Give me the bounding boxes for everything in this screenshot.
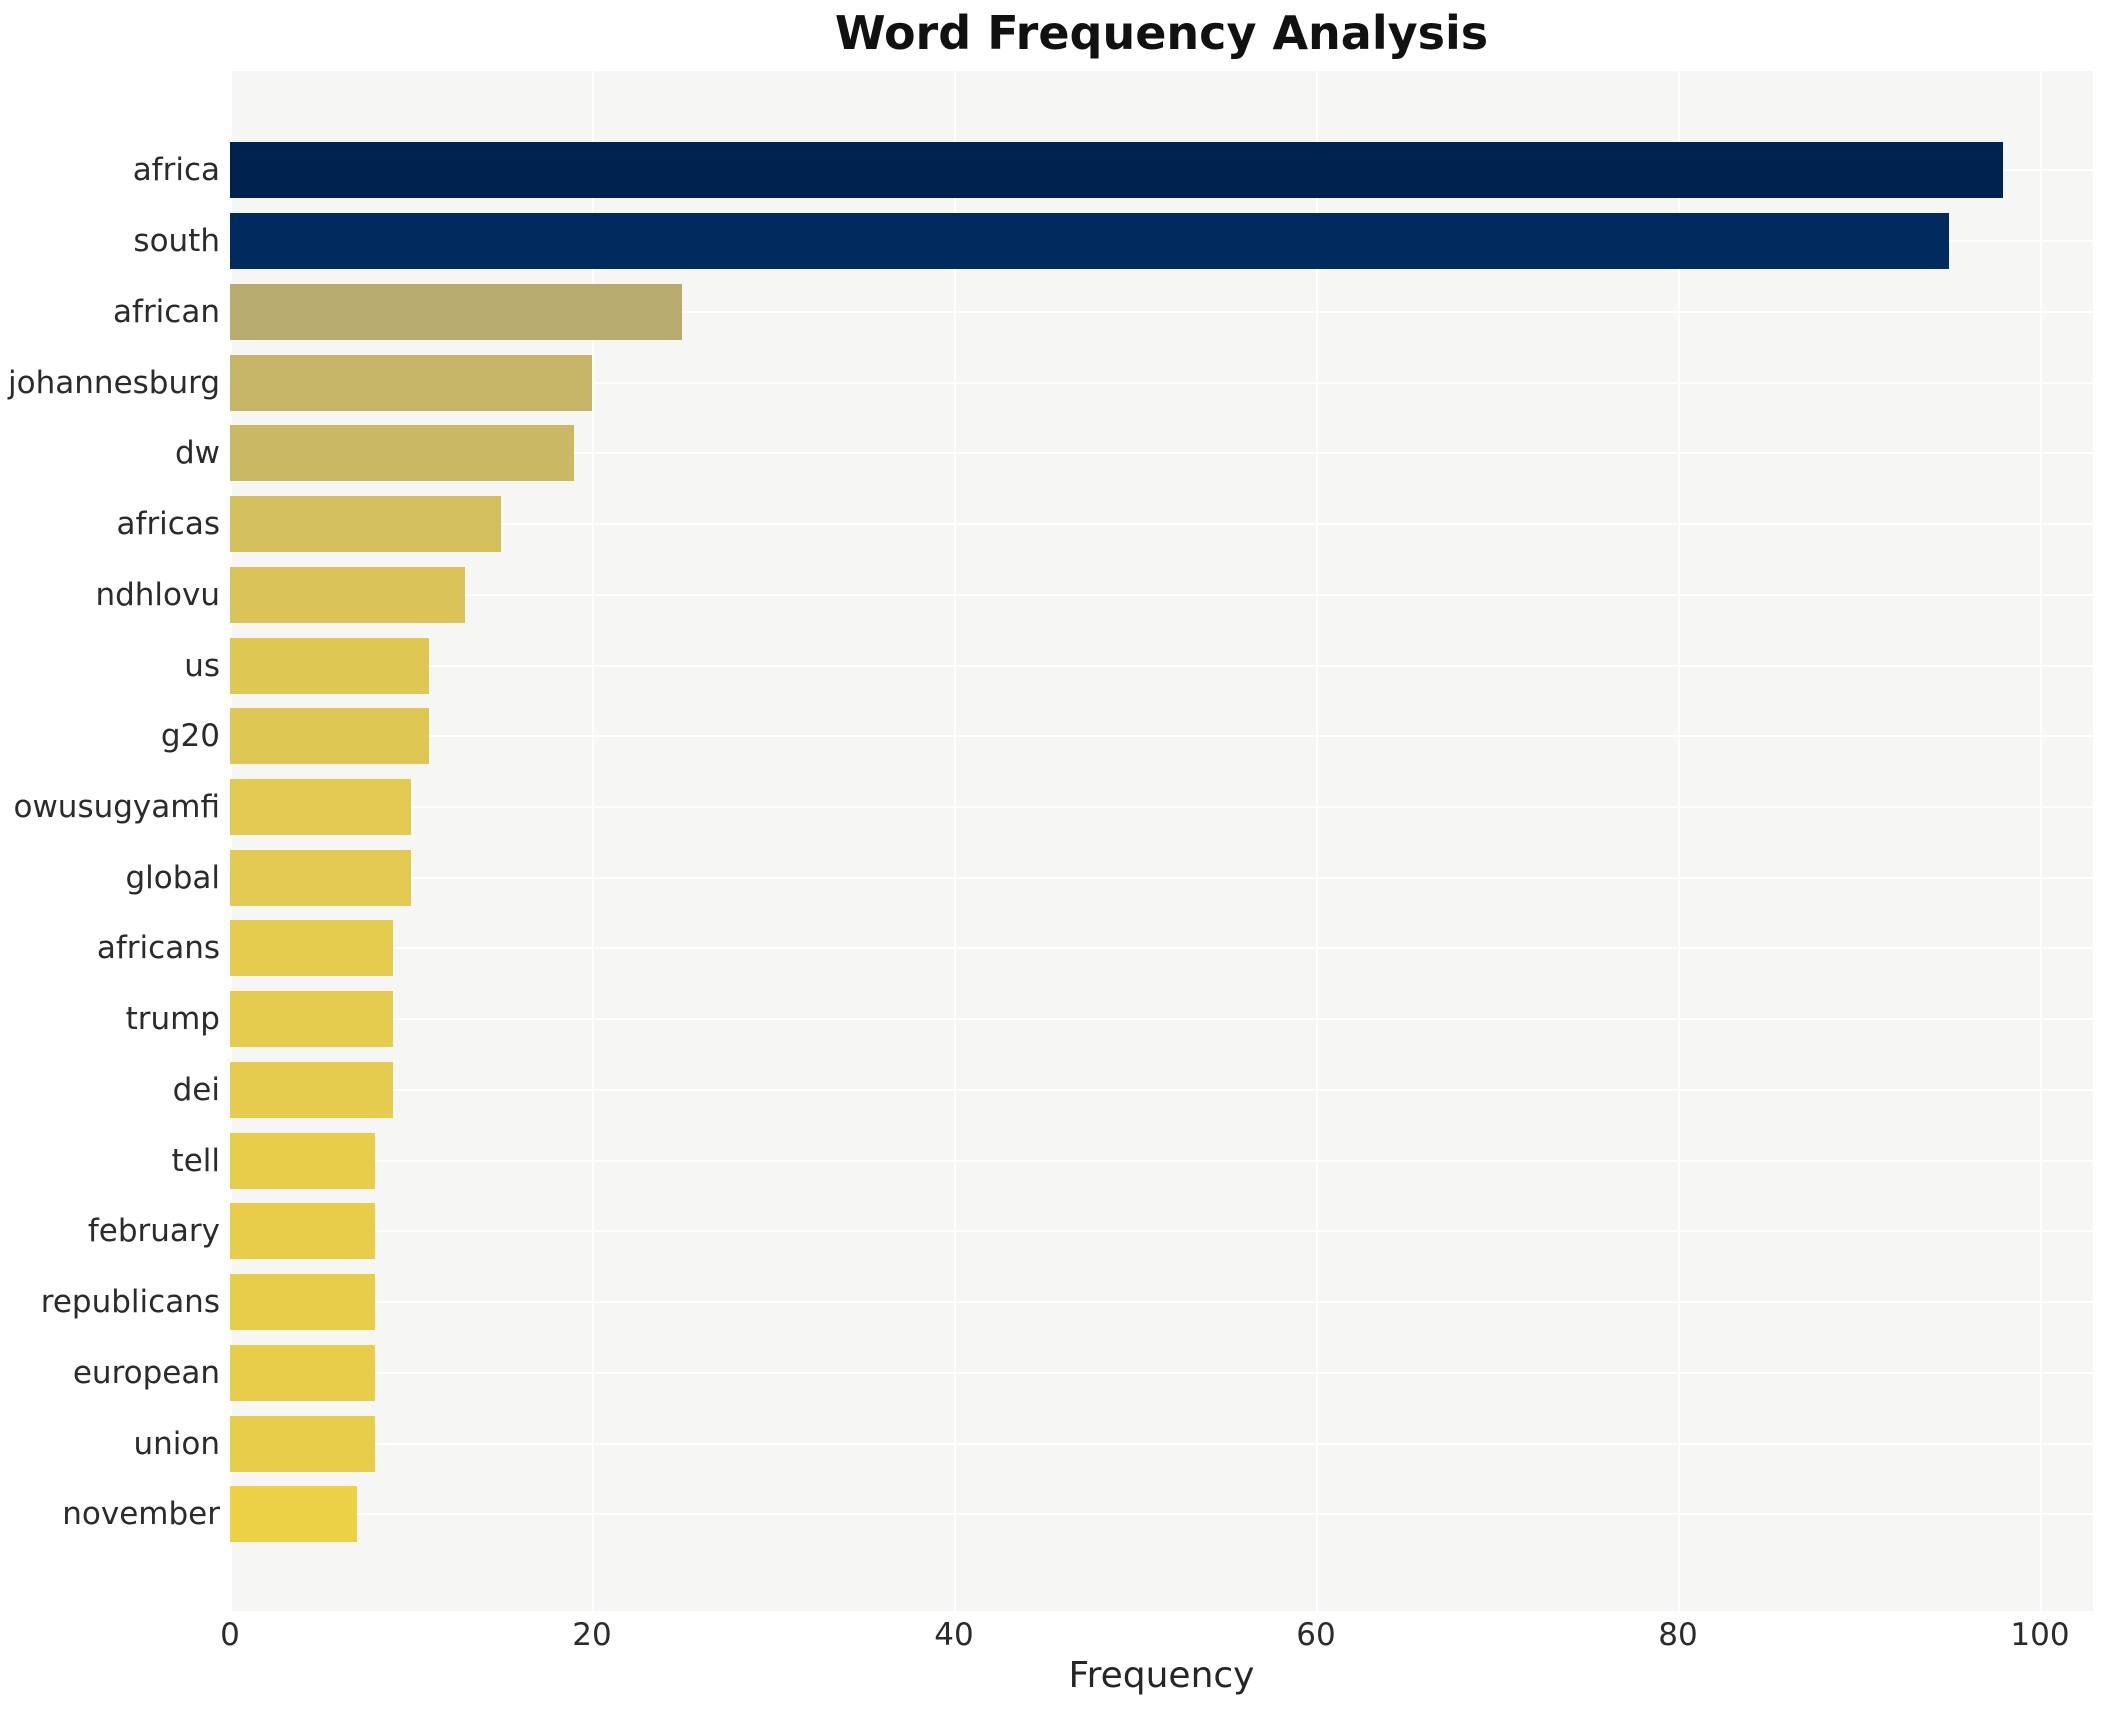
y-label-global: global [125,859,220,896]
gridline-x-20 [591,71,594,1611]
bar-us [230,637,430,694]
bar-row-africas [230,489,2093,560]
bar-rows [230,135,2093,1550]
bar-row-owusugyamfi [230,772,2093,843]
gridline-y [230,1301,2093,1304]
gridline-y [230,1018,2093,1021]
x-tick-0: 0 [220,1617,240,1653]
y-label-republicans: republicans [40,1284,220,1321]
x-axis-ticks: 0 20 40 60 80 100 [0,1617,2111,1657]
bar-row-european [230,1337,2093,1408]
gridline-y [230,805,2093,808]
y-label-trump: trump [125,1001,220,1038]
gridline-y [230,452,2093,455]
bar-africas [230,496,502,553]
gridline-y [230,523,2093,526]
x-tick-20: 20 [572,1617,612,1653]
bar-row-february [230,1196,2093,1267]
gridline-y [230,1230,2093,1233]
y-label-dw: dw [174,435,220,472]
bar-row-us [230,630,2093,701]
gridline-y [230,1513,2093,1516]
y-label-africans: africans [96,930,220,967]
bar-february [230,1203,375,1260]
x-tick-60: 60 [1296,1617,1336,1653]
y-label-us: us [184,647,220,684]
gridline-x-60 [1315,71,1318,1611]
bar-dei [230,1061,393,1118]
bar-european [230,1344,375,1401]
gridline-y [230,381,2093,384]
bar-row-union [230,1408,2093,1479]
bar-ndhlovu [230,566,466,623]
y-label-south: south [133,223,220,260]
bar-row-africa [230,135,2093,206]
bar-african [230,283,683,340]
y-label-tell: tell [171,1142,220,1179]
bar-row-trump [230,984,2093,1055]
bar-row-republicans [230,1267,2093,1338]
gridline-y [230,1442,2093,1445]
bar-africans [230,920,393,977]
y-label-february: february [87,1213,220,1250]
bar-dw [230,425,574,482]
y-label-union: union [133,1425,220,1462]
gridline-x-40 [953,71,956,1611]
bar-union [230,1415,375,1472]
chart-title: Word Frequency Analysis [834,6,1489,60]
bar-owusugyamfi [230,778,411,835]
bar-global [230,849,411,906]
bar-november [230,1486,357,1543]
bar-republicans [230,1274,375,1331]
gridline-x-100 [2039,71,2042,1611]
gridline-y [230,1088,2093,1091]
bar-row-global [230,842,2093,913]
gridline-y [230,1371,2093,1374]
gridline-y [230,947,2093,950]
y-label-g20: g20 [160,718,220,755]
bar-trump [230,991,393,1048]
plot-area [230,71,2093,1611]
y-label-november: november [62,1496,220,1533]
y-label-owusugyamfi: owusugyamfi [13,788,220,825]
x-axis-title: Frequency [1068,1655,1255,1696]
gridline-y [230,1159,2093,1162]
bar-g20 [230,708,430,765]
bar-row-dw [230,418,2093,489]
gridline-y [230,664,2093,667]
gridline-y [230,735,2093,738]
y-label-africa: africa [132,152,220,189]
y-label-european: european [72,1354,220,1391]
bar-row-dei [230,1055,2093,1126]
x-tick-100: 100 [2010,1617,2070,1653]
gridline-y [230,310,2093,313]
bar-row-johannesburg [230,347,2093,418]
gridline-x-0 [230,71,232,1611]
bar-tell [230,1132,375,1189]
y-axis-labels: africa south african johannesburg dw africas n… [0,135,230,1550]
bar-row-african [230,276,2093,347]
bar-row-november [230,1479,2093,1550]
bar-row-ndhlovu [230,559,2093,630]
y-label-johannesburg: johannesburg [8,364,220,401]
y-label-african: african [113,293,220,330]
bar-row-tell [230,1125,2093,1196]
y-label-dei: dei [172,1071,220,1108]
bar-south [230,213,1950,270]
x-tick-80: 80 [1658,1617,1698,1653]
y-label-ndhlovu: ndhlovu [95,576,220,613]
gridline-y [230,876,2093,879]
bar-johannesburg [230,354,592,411]
bar-africa [230,142,2004,199]
gridline-x-80 [1677,71,1680,1611]
gridline-y [230,593,2093,596]
bar-row-africans [230,913,2093,984]
bar-row-g20 [230,701,2093,772]
x-tick-40: 40 [934,1617,974,1653]
bar-row-south [230,206,2093,277]
y-label-africas: africas [116,506,220,543]
